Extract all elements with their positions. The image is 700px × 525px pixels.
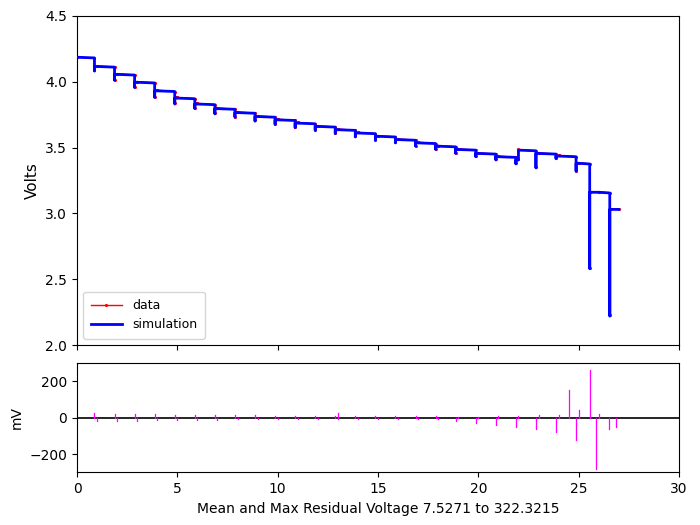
Line: data: data — [76, 56, 620, 317]
data — [291, 118, 300, 124]
data — [133, 78, 141, 85]
data — [615, 206, 623, 212]
Legend: data, simulation: data, simulation — [83, 291, 204, 339]
Y-axis label: mV: mV — [10, 406, 24, 429]
simulation — [606, 313, 614, 319]
data — [73, 54, 81, 60]
data — [514, 156, 523, 163]
data — [514, 146, 523, 153]
Line: simulation: simulation — [77, 57, 619, 316]
simulation — [133, 79, 141, 86]
simulation — [615, 206, 623, 213]
simulation — [291, 118, 300, 124]
simulation — [585, 161, 594, 167]
simulation — [73, 54, 81, 60]
X-axis label: Mean and Max Residual Voltage 7.5271 to 322.3215: Mean and Max Residual Voltage 7.5271 to … — [197, 502, 559, 516]
Y-axis label: Volts: Volts — [25, 162, 40, 199]
data — [512, 156, 520, 163]
simulation — [514, 147, 523, 153]
simulation — [512, 157, 520, 163]
data — [585, 161, 594, 167]
simulation — [514, 157, 523, 163]
data — [606, 312, 614, 319]
